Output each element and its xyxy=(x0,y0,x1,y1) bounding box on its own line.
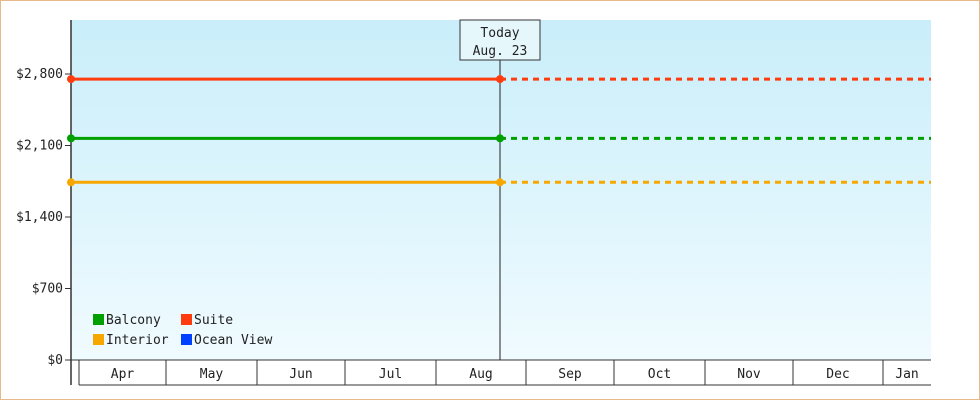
x-tick-label: Jun xyxy=(289,367,312,382)
x-tick-label: Nov xyxy=(737,367,761,382)
x-tick-label: Dec xyxy=(826,367,849,382)
x-tick-label: May xyxy=(200,367,224,382)
legend-label: Interior xyxy=(106,333,169,348)
x-tick-label: Aug xyxy=(469,367,492,382)
legend-swatch xyxy=(181,314,192,325)
plot-area xyxy=(71,20,931,360)
y-tick-label: $1,400 xyxy=(16,210,63,225)
series-point xyxy=(496,178,504,187)
series-point xyxy=(67,75,75,84)
axes: $0 $700 $1,400 $2,100 $2,800 Apr May Jun Jul Aug S… xyxy=(16,20,931,386)
series-point xyxy=(67,134,75,143)
today-callout-box xyxy=(459,19,541,61)
legend-swatch xyxy=(93,334,104,345)
today-callout-date: Aug. 23 xyxy=(473,44,528,59)
today-callout-title: Today xyxy=(480,26,519,41)
legend-label: Suite xyxy=(194,313,233,328)
y-tick-label: $2,800 xyxy=(16,67,63,82)
legend: Balcony Suite Interior Ocean View xyxy=(93,313,272,348)
series-point xyxy=(496,134,504,143)
x-tick-label: Sep xyxy=(558,367,582,382)
x-tick-label: Jul xyxy=(379,367,402,382)
y-tick-label: $0 xyxy=(47,353,63,368)
legend-label: Balcony xyxy=(106,313,161,328)
series-point xyxy=(496,75,504,84)
series-point xyxy=(67,178,75,187)
x-tick-label: Jan xyxy=(895,367,918,382)
legend-swatch xyxy=(181,334,192,345)
x-tick-label: Oct xyxy=(648,367,671,382)
series-lines xyxy=(67,75,931,187)
y-tick-label: $2,100 xyxy=(16,139,63,154)
y-tick-label: $700 xyxy=(32,282,63,297)
today-marker: Today Aug. 23 xyxy=(459,19,541,360)
legend-swatch xyxy=(93,314,104,325)
legend-label: Ocean View xyxy=(194,333,272,348)
x-tick-label: Apr xyxy=(111,367,135,382)
